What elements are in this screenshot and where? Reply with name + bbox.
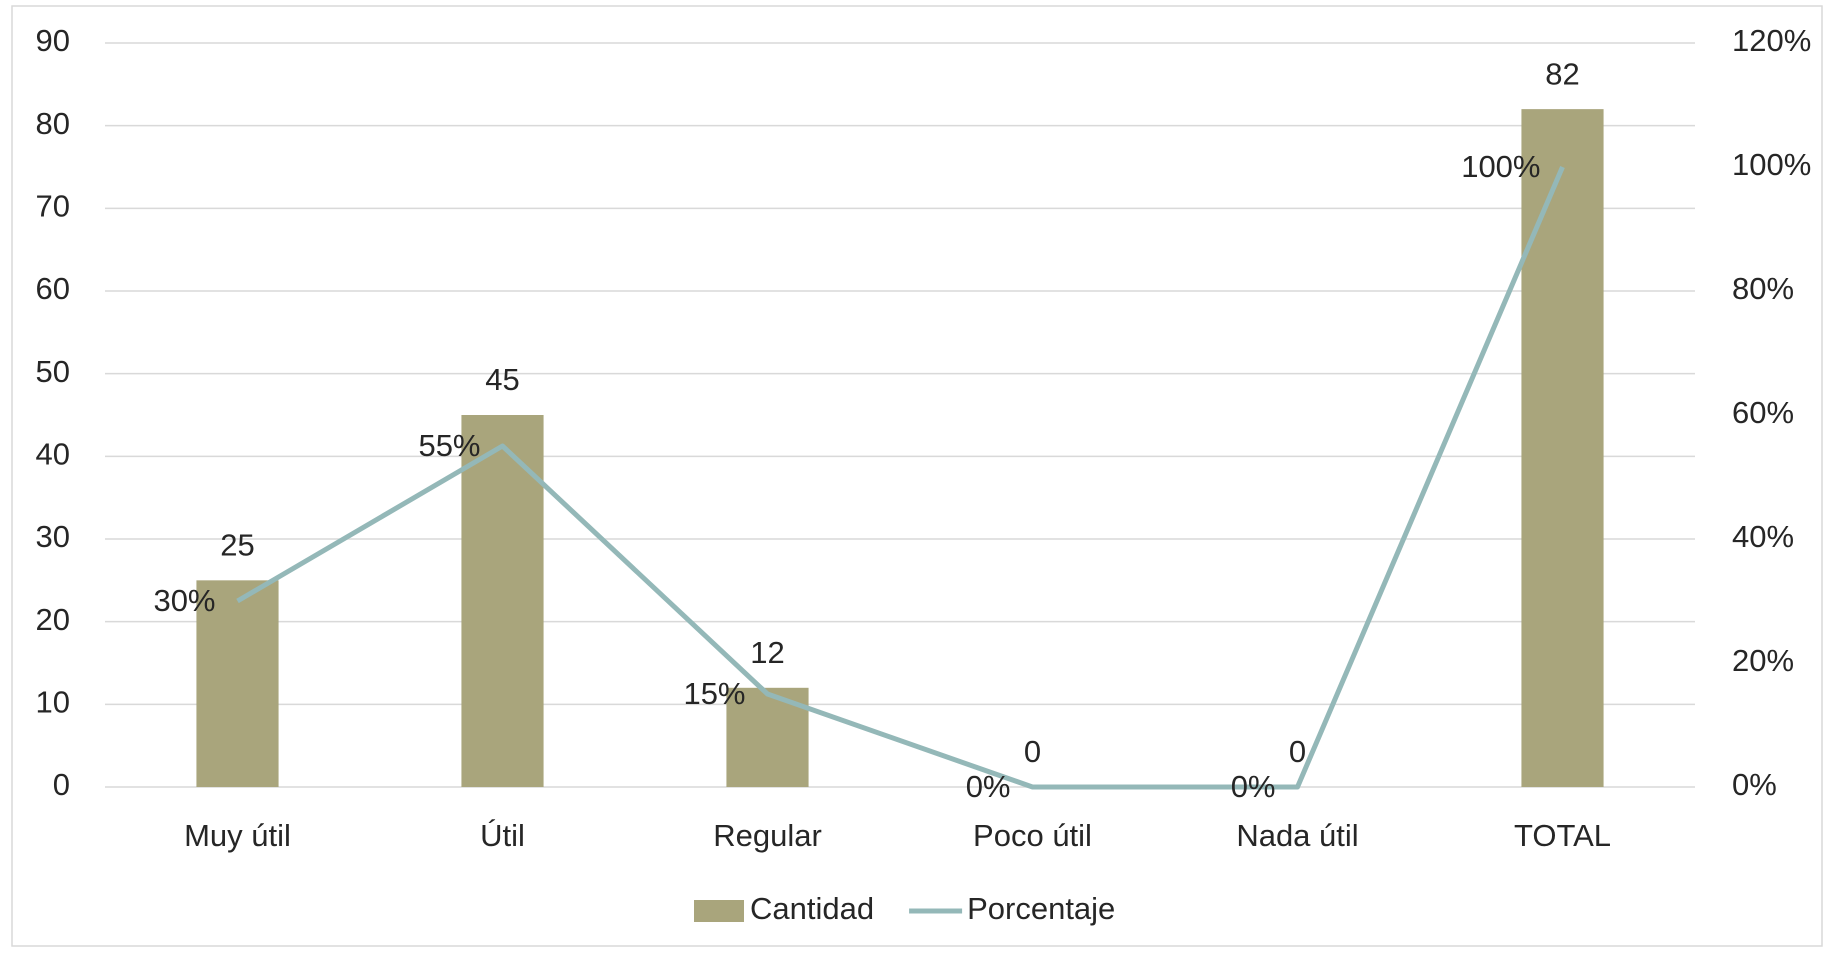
data-label: 15% — [683, 676, 745, 711]
data-label: 55% — [418, 428, 480, 463]
x-tick-label: TOTAL — [1514, 818, 1611, 853]
y-tick-label: 90 — [36, 23, 70, 58]
data-label: 45 — [485, 362, 519, 397]
y-tick-label: 10 — [36, 685, 70, 720]
y-tick-label: 40 — [36, 437, 70, 472]
data-label: 0 — [1024, 734, 1041, 769]
data-label: 12 — [750, 635, 784, 670]
y-tick-label: 50 — [36, 354, 70, 389]
x-tick-label: Muy útil — [184, 818, 291, 853]
legend-label: Cantidad — [750, 891, 874, 926]
line — [236, 166, 1565, 790]
bar — [461, 415, 544, 787]
data-label: 82 — [1545, 56, 1579, 91]
y2-tick-label: 0% — [1732, 767, 1777, 802]
data-label: 0% — [966, 769, 1011, 804]
y2-tick-label: 100% — [1732, 147, 1811, 182]
y-tick-label: 80 — [36, 106, 70, 141]
chart-border — [11, 5, 1823, 947]
legend-label: Porcentaje — [967, 891, 1115, 926]
data-label: 0 — [1289, 734, 1306, 769]
data-label: 25 — [220, 528, 254, 563]
y-tick-label: 60 — [36, 271, 70, 306]
y-tick-label: 0 — [53, 767, 70, 802]
y-tick-label: 70 — [36, 189, 70, 224]
data-label: 30% — [153, 583, 215, 618]
y2-tick-label: 80% — [1732, 271, 1794, 306]
x-tick-label: Nada útil — [1236, 818, 1358, 853]
x-tick-label: Poco útil — [973, 818, 1092, 853]
bar — [1521, 109, 1604, 788]
data-label: 0% — [1231, 769, 1276, 804]
y2-tick-label: 20% — [1732, 643, 1794, 678]
y2-tick-label: 60% — [1732, 395, 1794, 430]
legend-swatch — [694, 900, 744, 922]
y-tick-label: 30 — [36, 519, 70, 554]
data-label: 100% — [1461, 149, 1540, 184]
y2-tick-label: 40% — [1732, 519, 1794, 554]
y2-tick-label: 120% — [1732, 23, 1811, 58]
x-tick-label: Regular — [713, 818, 822, 853]
y-tick-label: 20 — [36, 602, 70, 637]
x-tick-label: Útil — [480, 818, 525, 853]
bar — [196, 580, 279, 787]
